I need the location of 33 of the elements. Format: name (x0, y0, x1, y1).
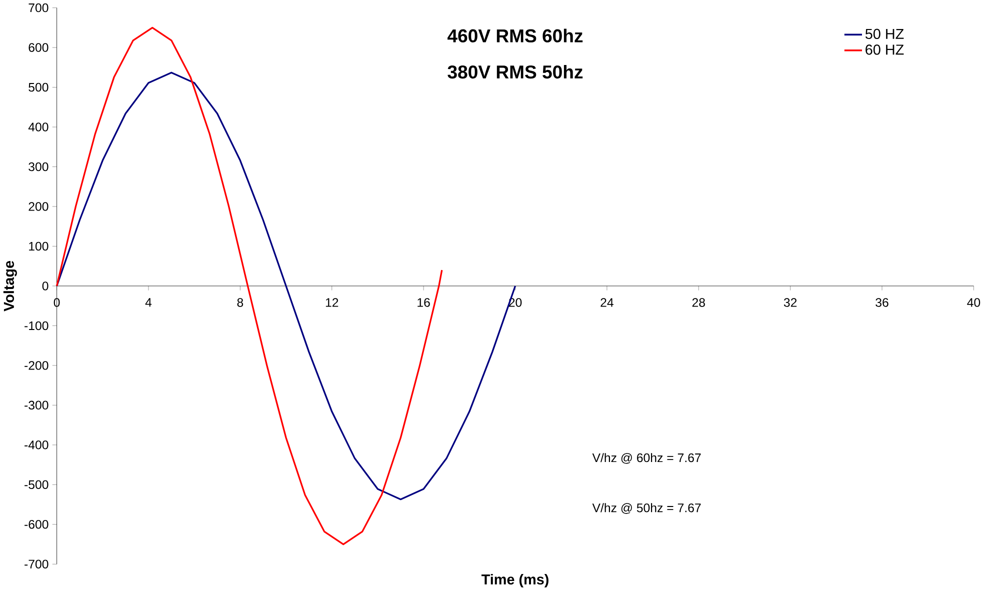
annotation: 460V RMS 60hz (448, 28, 583, 43)
x-tick-label: 36 (876, 298, 888, 307)
x-tick-label: 28 (692, 298, 705, 307)
x-tick-label: 12 (326, 298, 338, 307)
x-tick-label: 8 (237, 298, 244, 307)
y-tick-label: -600 (24, 520, 48, 529)
y-axis-title: Voltage (3, 261, 17, 312)
y-tick-label: 700 (28, 4, 48, 12)
x-tick-label: 24 (600, 298, 614, 307)
y-tick-label: -500 (24, 480, 48, 490)
annotation: V/hz @ 50hz = 7.67 (592, 503, 701, 514)
x-axis-title: Time (ms) (481, 574, 548, 588)
y-tick-label: 400 (28, 122, 48, 132)
y-tick-label: -200 (24, 361, 48, 370)
x-tick-label: 32 (784, 298, 797, 307)
legend-label: 50 HZ (865, 28, 904, 40)
y-tick-label: 300 (28, 162, 48, 172)
x-tick-label: 16 (418, 298, 430, 307)
y-tick-label: 500 (28, 82, 48, 92)
y-tick-label: 200 (28, 202, 48, 211)
y-tick-label: 0 (42, 282, 48, 290)
y-tick-label: -100 (24, 321, 48, 330)
x-tick-label: 4 (145, 298, 152, 307)
line-series (56, 26, 443, 546)
annotation: 380V RMS 50hz (448, 65, 583, 79)
y-tick-label: -700 (24, 560, 48, 569)
x-tick-label: 40 (967, 298, 980, 307)
annotation: V/hz @ 60hz = 7.67 (592, 453, 701, 464)
y-tick-label: 600 (28, 43, 48, 52)
y-tick-label: -400 (24, 440, 48, 450)
y-tick-label: 100 (29, 242, 48, 251)
y-tick-label: -300 (24, 400, 48, 410)
legend-label: 60 HZ (866, 44, 904, 55)
